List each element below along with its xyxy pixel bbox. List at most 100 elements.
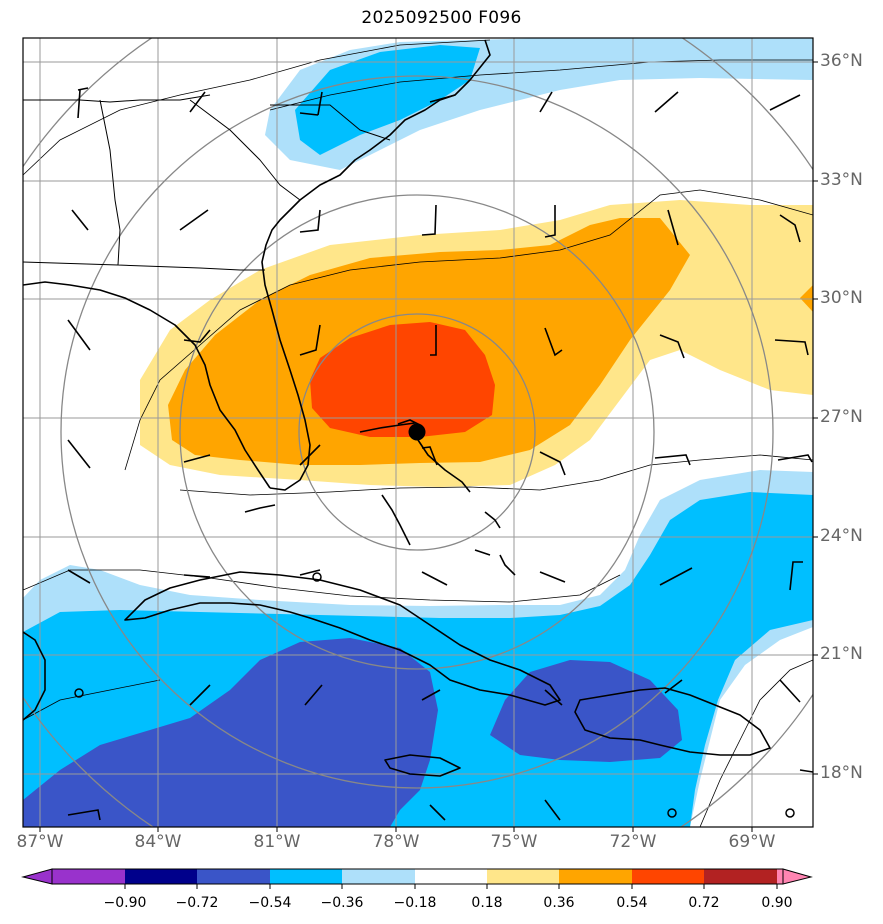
wind-barb [421, 204, 437, 236]
lat-label-30n: 30°N [820, 288, 863, 308]
isoline-layer [23, 39, 813, 827]
florida-gulf-coastline [23, 281, 271, 489]
lat-label-33n: 33°N [820, 170, 863, 190]
wind-barb [183, 574, 211, 578]
hispaniola-coastline [574, 687, 771, 756]
wind-barb [189, 684, 211, 706]
colorbar-segment [52, 869, 125, 884]
contour-fill-dark-blue-west [23, 638, 438, 827]
wind-barb [179, 209, 209, 231]
colorbar-tick-label: 0.36 [543, 895, 575, 911]
wind-barb [659, 567, 693, 586]
cuba-coastline [124, 571, 561, 706]
colorbar-segment [632, 869, 704, 884]
axis-ticks [39, 61, 818, 832]
colorbar-segment [487, 869, 559, 884]
colorbar-tick-label: −0.90 [103, 895, 147, 911]
wind-barb [659, 334, 685, 359]
wind-barb [774, 339, 809, 356]
wind-barb [299, 91, 323, 116]
isoline [699, 659, 813, 827]
colorbar-segment [559, 869, 632, 884]
yucatan-coastline [23, 631, 46, 721]
colorbar-segment [415, 869, 487, 884]
wind-barb [667, 209, 679, 246]
lon-label-87w: 87°W [16, 832, 64, 852]
wind-barb [299, 569, 321, 576]
colorbar-segment [197, 869, 270, 884]
wind-barb [430, 325, 437, 356]
wind-barb [544, 205, 556, 238]
colorbar-tick-label: −0.18 [393, 895, 437, 911]
wind-barb [77, 87, 89, 119]
calm-markers [74, 572, 795, 818]
colorbar-tick-label: 0.90 [761, 895, 793, 911]
contour-fill-blue-north [295, 45, 480, 155]
colorbar-tick-label: −0.72 [175, 895, 219, 911]
florida-keys [244, 504, 276, 513]
wind-barb [769, 94, 801, 111]
wind-barb [304, 684, 323, 706]
colorbar-extend-low [21, 868, 53, 885]
colorbar-segment [125, 869, 197, 884]
range-rings [23, 38, 813, 827]
wind-barb [664, 679, 683, 694]
isoline [23, 679, 161, 721]
colorbar-segment [704, 869, 777, 884]
isoline [269, 59, 813, 111]
colorbar-tick-label: 0.72 [688, 895, 720, 911]
range-ring-3 [60, 75, 774, 789]
lon-label-72w: 72°W [609, 832, 657, 852]
range-ring-1 [298, 313, 536, 551]
wind-barb [183, 454, 211, 463]
storm-track [397, 419, 421, 426]
lat-label-21n: 21°N [820, 644, 863, 664]
lon-label-69w: 69°W [728, 832, 776, 852]
calm-marker [312, 572, 322, 582]
lon-label-81w: 81°W [253, 832, 301, 852]
wind-barbs [67, 87, 813, 821]
wind-barb [299, 324, 321, 356]
wind-barb [429, 94, 456, 103]
map-frame [22, 37, 814, 828]
wind-barb [789, 561, 803, 591]
contour-fill-dark-blue-east [490, 660, 682, 762]
lon-label-78w: 78°W [372, 832, 420, 852]
wind-barb [67, 569, 91, 584]
colorbar-segment [270, 869, 342, 884]
calm-marker [785, 808, 795, 818]
lon-label-75w: 75°W [490, 832, 538, 852]
wind-barb [299, 444, 321, 466]
colorbar-segment [777, 869, 783, 884]
isoline [23, 39, 491, 176]
range-ring-2 [179, 194, 655, 670]
wind-barb [544, 327, 563, 357]
plot-title: 2025092500 F096 [361, 8, 522, 28]
state-border [23, 94, 391, 271]
wind-barb [421, 689, 441, 701]
wind-barb [183, 329, 211, 343]
colorbar-tick-label: 0.54 [616, 895, 648, 911]
wind-barb [67, 319, 91, 351]
colorbar-frame [51, 868, 784, 885]
wind-barb [67, 809, 101, 821]
isoline [124, 189, 813, 471]
wind-barb [654, 454, 691, 466]
lat-label-36n: 36°N [820, 51, 863, 71]
colorbar-tick-label: −0.36 [320, 895, 364, 911]
calm-marker [74, 688, 84, 698]
colorbar [21, 868, 813, 889]
wind-barb [71, 209, 89, 231]
wind-barb [421, 571, 448, 586]
wind-barb [777, 454, 813, 463]
wind-barb [544, 689, 563, 706]
wind-barb [539, 91, 553, 113]
wind-barb [654, 91, 679, 113]
colorbar-extend-high [782, 868, 813, 885]
isoline [23, 569, 621, 603]
jamaica-coastline [384, 754, 461, 777]
bahamas [359, 422, 516, 576]
lon-label-84w: 84°W [134, 832, 182, 852]
lat-label-24n: 24°N [820, 526, 863, 546]
calm-marker [667, 808, 677, 818]
